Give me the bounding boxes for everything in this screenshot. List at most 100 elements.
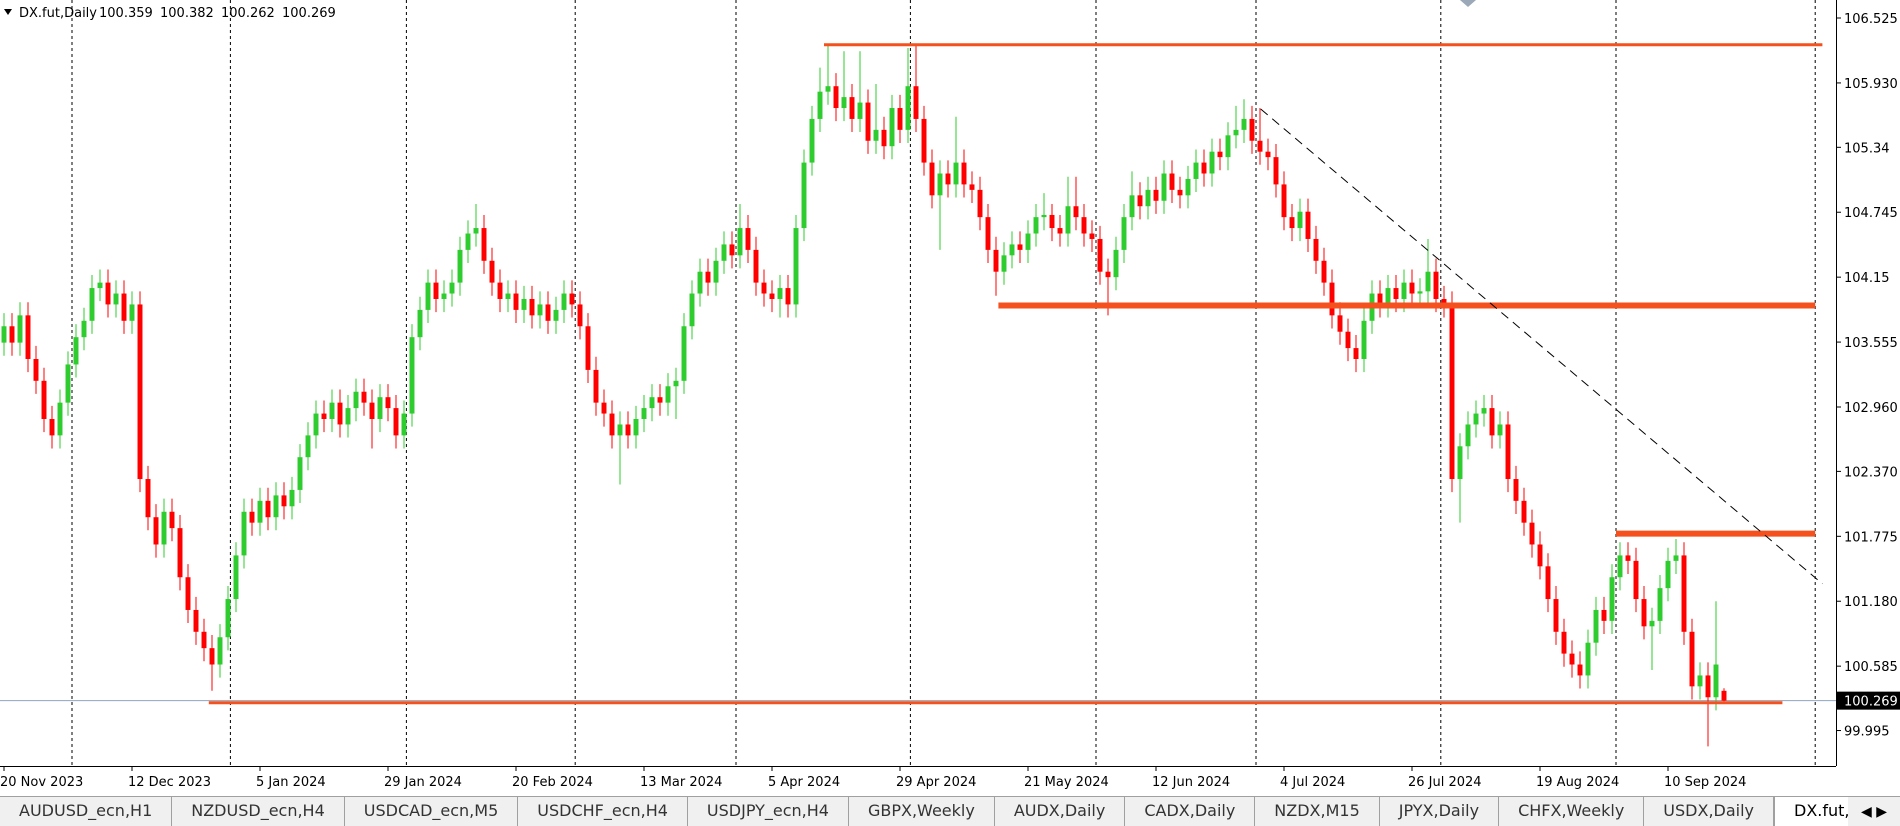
candle-body — [233, 555, 239, 600]
candle-body — [817, 91, 823, 119]
candle-body — [1041, 214, 1047, 218]
candle-body — [873, 129, 879, 141]
candle-body — [1081, 217, 1087, 234]
candle-body — [473, 228, 479, 234]
candle-body — [385, 397, 391, 409]
candle-body — [65, 364, 71, 403]
candle-body — [345, 408, 351, 425]
candle-body — [673, 380, 679, 387]
candle-body — [1577, 664, 1583, 676]
candle-body — [1473, 413, 1479, 425]
candle-body — [969, 184, 975, 190]
y-tick-label: 102.370 — [1844, 465, 1898, 480]
candle-body — [1353, 348, 1359, 359]
candle-body — [249, 511, 255, 523]
candle-body — [793, 228, 799, 305]
y-tick-label: 103.555 — [1844, 336, 1898, 351]
tab-bar: AUDUSD_ecn,H1 NZDUSD_ecn,H4 USDCAD_ecn,M5 U… — [0, 796, 1900, 826]
candle-body — [193, 609, 199, 632]
symbol-tab[interactable]: USDCAD_ecn,M5 — [345, 797, 519, 826]
candle-body — [329, 402, 335, 420]
candle-body — [393, 408, 399, 436]
candle-body — [161, 511, 167, 545]
candle-body — [129, 304, 135, 321]
candle-body — [121, 293, 127, 321]
candle-body — [297, 457, 303, 490]
x-tick-label: 5 Jan 2024 — [256, 775, 326, 790]
candle-body — [1569, 653, 1575, 665]
candle-body — [1449, 304, 1455, 480]
candle-body — [1497, 424, 1503, 436]
candle-body — [929, 162, 935, 196]
candle-body — [305, 435, 311, 458]
candle-body — [569, 293, 575, 305]
candle-body — [1033, 217, 1039, 234]
symbol-tab[interactable]: CHFX,Weekly — [1499, 797, 1645, 826]
x-tick-label: 12 Dec 2023 — [128, 775, 211, 790]
candle-body — [1433, 271, 1439, 299]
candle-body — [689, 293, 695, 327]
symbol-tab[interactable]: USDCHF_ecn,H4 — [518, 797, 688, 826]
candle-body — [1489, 408, 1495, 436]
symbol-tab[interactable]: NZDUSD_ecn,H4 — [172, 797, 345, 826]
symbol-tab[interactable]: NZDX,M15 — [1255, 797, 1380, 826]
candle-body — [617, 424, 623, 436]
candle-body — [441, 293, 447, 299]
shift-marker — [1460, 0, 1476, 7]
ohlc-low: 100.262 — [221, 6, 275, 21]
candle-body — [953, 162, 959, 185]
candle-body — [1169, 173, 1175, 190]
candle-body — [145, 479, 151, 518]
candle-body — [937, 173, 943, 196]
candle-body — [209, 648, 215, 665]
candle-body — [409, 337, 415, 414]
candle-body — [497, 282, 503, 299]
candle-body — [809, 118, 815, 163]
symbol-tab[interactable]: AUDUSD_ecn,H1 — [0, 797, 173, 826]
candle-body — [1185, 178, 1191, 196]
symbol-tab[interactable]: USDJPY_ecn,H4 — [688, 797, 849, 826]
y-tick-label: 104.15 — [1844, 271, 1890, 286]
candle-body — [1137, 195, 1143, 207]
candle-body — [289, 489, 295, 507]
symbol-tab[interactable]: CADX,Daily — [1125, 797, 1256, 826]
menu-arrow[interactable] — [4, 9, 12, 15]
candle-body — [1585, 642, 1591, 676]
candle-body — [1601, 609, 1607, 621]
candle-body — [545, 304, 551, 321]
candle-body — [713, 260, 719, 283]
x-tick-label: 12 Jun 2024 — [1152, 775, 1230, 790]
candle-body — [1065, 206, 1071, 234]
candle-body — [897, 108, 903, 130]
candle-body — [1153, 189, 1159, 201]
candle-body — [433, 282, 439, 299]
y-tick-label: 106.525 — [1844, 12, 1898, 27]
x-tick-label: 20 Feb 2024 — [512, 775, 593, 790]
symbol-tab[interactable]: GBPX,Weekly — [849, 797, 995, 826]
candle-body — [657, 397, 663, 403]
candle-body — [641, 408, 647, 420]
candle-body — [1521, 500, 1527, 523]
candle-body — [337, 402, 343, 425]
symbol-tab[interactable]: JPYX,Daily — [1380, 797, 1500, 826]
candle-body — [1673, 555, 1679, 561]
candle-body — [1097, 238, 1103, 272]
candle-body — [665, 386, 671, 403]
candle-body — [321, 413, 327, 420]
symbol-tab[interactable]: USDX,Daily — [1644, 797, 1775, 826]
candle-body — [457, 249, 463, 283]
candle-body — [505, 293, 511, 299]
candle-body — [1161, 173, 1167, 201]
candle-body — [1529, 522, 1535, 545]
tab-scroll[interactable]: ◀ ▶ — [1848, 796, 1900, 826]
symbol-tab[interactable]: AUDX,Daily — [995, 797, 1126, 826]
candle-body — [401, 413, 407, 436]
candle-body — [1129, 195, 1135, 218]
candle-body — [1513, 479, 1519, 501]
candle-body — [825, 86, 831, 92]
candle-body — [625, 424, 631, 436]
candle-body — [649, 397, 655, 409]
candle-body — [1289, 217, 1295, 229]
candle-body — [1049, 214, 1055, 229]
candle-body — [1537, 544, 1543, 567]
